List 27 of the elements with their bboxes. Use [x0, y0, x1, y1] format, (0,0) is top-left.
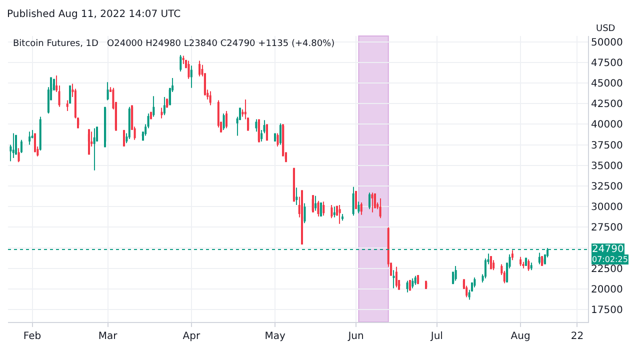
x-tick-label: Aug — [510, 331, 530, 342]
y-tick-label: 20000 — [591, 284, 623, 296]
y-tick-label: 40000 — [591, 120, 623, 131]
y-tick-label: 35000 — [591, 160, 623, 172]
x-tick-label: 22 — [570, 331, 584, 342]
candlestick — [301, 190, 304, 245]
y-tick-label: 30000 — [591, 202, 623, 214]
x-tick-label: Jun — [347, 331, 364, 342]
y-tick-label: 47500 — [591, 58, 623, 69]
ref-line-label: 24790 — [592, 244, 624, 255]
x-tick-label: May — [264, 331, 286, 342]
y-tick-label: 32500 — [591, 182, 623, 193]
text: Published Aug 11, 2022 14:07 UTC — [7, 9, 181, 20]
chart-title: Bitcoin Futures, 1D O24000 H24980 L23840 C24790 +1135 (+4.80%) — [13, 39, 335, 49]
y-tick-label: 50000 — [591, 37, 623, 48]
y-tick-label: 22500 — [591, 264, 623, 275]
text: 07:02:25 — [592, 255, 628, 264]
y-tick-label: 45000 — [591, 78, 623, 90]
x-tick-label: Feb — [23, 331, 42, 342]
x-tick-label: Mar — [98, 331, 118, 342]
y-tick-label: 17500 — [591, 305, 623, 316]
y-tick-label: 27500 — [591, 222, 623, 234]
y-axis-title: USD — [596, 24, 616, 34]
y-tick-label: 42500 — [591, 99, 623, 110]
x-tick-label: Jul — [430, 331, 443, 342]
x-tick-label: Apr — [182, 331, 201, 342]
y-tick-label: 37500 — [591, 140, 623, 152]
